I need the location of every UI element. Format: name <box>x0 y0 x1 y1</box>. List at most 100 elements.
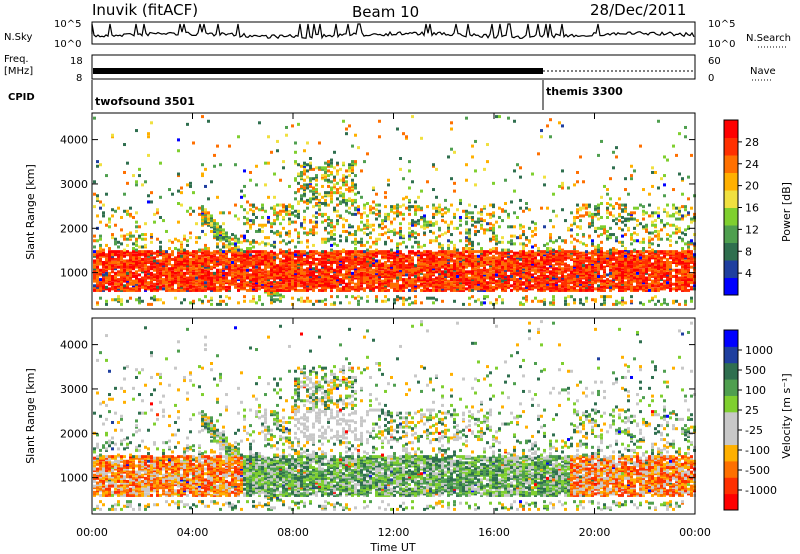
power-cell <box>513 257 516 261</box>
power-cell <box>579 155 582 159</box>
power-cell <box>210 256 213 260</box>
power-cell <box>501 248 504 252</box>
power-cell <box>222 279 225 283</box>
power-cell <box>240 281 243 285</box>
power-cell <box>234 214 237 218</box>
power-cell <box>339 251 342 255</box>
power-cell <box>480 270 483 274</box>
power-cell <box>441 254 444 258</box>
power-cell <box>312 228 315 232</box>
power-cell <box>309 197 312 201</box>
power-cell <box>528 253 531 257</box>
power-cell <box>135 270 138 274</box>
power-cell <box>105 257 108 261</box>
power-cell <box>432 278 435 282</box>
power-cell <box>108 247 111 251</box>
power-cell <box>120 299 123 303</box>
power-cell <box>216 273 219 277</box>
power-cell <box>594 205 597 209</box>
power-cell <box>276 293 279 297</box>
power-cell <box>531 299 534 303</box>
power-cell <box>405 282 408 286</box>
power-cell <box>207 271 210 275</box>
power-cell <box>348 301 351 305</box>
power-cell <box>438 257 441 261</box>
power-cell <box>309 180 312 184</box>
power-cell <box>279 203 282 207</box>
power-cell <box>579 267 582 271</box>
power-cell <box>351 274 354 278</box>
power-cell <box>522 281 525 285</box>
power-cell <box>414 287 417 291</box>
power-cell <box>192 281 195 285</box>
power-cell <box>180 282 183 286</box>
power-cell <box>558 253 561 257</box>
power-cell <box>411 278 414 282</box>
power-cell <box>213 231 216 235</box>
power-cell <box>159 215 162 219</box>
power-cell <box>483 264 486 268</box>
power-cell <box>504 209 507 213</box>
power-cell <box>114 253 117 257</box>
power-cell <box>255 164 258 168</box>
power-cell <box>267 220 270 224</box>
power-cell <box>420 257 423 261</box>
power-cell <box>429 262 432 266</box>
power-cell <box>237 245 240 249</box>
power-cell <box>393 206 396 210</box>
power-cell <box>348 274 351 278</box>
power-cell <box>498 225 501 229</box>
power-cell <box>390 253 393 257</box>
power-cell <box>150 253 153 257</box>
power-cell <box>387 214 390 218</box>
power-cell <box>540 288 543 292</box>
power-cell <box>429 257 432 261</box>
power-cell <box>111 281 114 285</box>
power-cell <box>453 254 456 258</box>
power-cell <box>498 285 501 289</box>
power-cell <box>573 262 576 266</box>
power-cell <box>597 287 600 291</box>
power-cell <box>372 206 375 210</box>
power-cell <box>192 257 195 261</box>
power-cell <box>432 301 435 305</box>
power-cell <box>339 279 342 283</box>
power-cell <box>222 228 225 232</box>
power-cell <box>333 233 336 237</box>
power-cell <box>465 231 468 235</box>
power-cell <box>585 243 588 247</box>
power-cell <box>249 264 252 268</box>
power-cell <box>96 271 99 275</box>
power-cell <box>183 284 186 288</box>
power-cell <box>300 197 303 201</box>
power-cell <box>186 278 189 282</box>
power-cell <box>99 237 102 241</box>
power-cell <box>399 288 402 292</box>
power-cell <box>438 250 441 254</box>
power-cell <box>345 284 348 288</box>
power-cell <box>390 254 393 258</box>
power-cell <box>420 268 423 272</box>
power-cell <box>498 256 501 260</box>
power-cell <box>354 268 357 272</box>
power-cell <box>501 267 504 271</box>
power-cell <box>582 260 585 264</box>
power-cell <box>327 253 330 257</box>
power-cell <box>117 279 120 283</box>
power-cell <box>411 262 414 266</box>
power-cell <box>489 278 492 282</box>
power-cell <box>285 206 288 210</box>
power-cell <box>114 223 117 227</box>
power-cell <box>588 222 591 226</box>
power-cell <box>417 222 420 226</box>
power-cell <box>393 270 396 274</box>
power-cell <box>348 260 351 264</box>
power-cell <box>99 257 102 261</box>
power-cell <box>534 271 537 275</box>
power-cell <box>474 225 477 229</box>
power-cell <box>384 279 387 283</box>
power-cell <box>330 170 333 174</box>
power-cell <box>480 212 483 216</box>
power-cell <box>408 160 411 164</box>
power-cell <box>285 262 288 266</box>
